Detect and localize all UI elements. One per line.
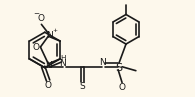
- Text: +: +: [53, 28, 58, 33]
- Text: O: O: [38, 14, 45, 23]
- Text: N: N: [45, 61, 52, 70]
- Text: O: O: [119, 83, 126, 92]
- Text: −: −: [33, 10, 40, 16]
- Text: O: O: [45, 81, 52, 90]
- Text: N: N: [59, 59, 66, 68]
- Text: O: O: [33, 42, 40, 52]
- Text: N: N: [46, 31, 53, 40]
- Text: N: N: [99, 58, 106, 67]
- Text: S: S: [115, 63, 123, 73]
- Text: S: S: [80, 82, 85, 91]
- Text: H: H: [60, 55, 66, 61]
